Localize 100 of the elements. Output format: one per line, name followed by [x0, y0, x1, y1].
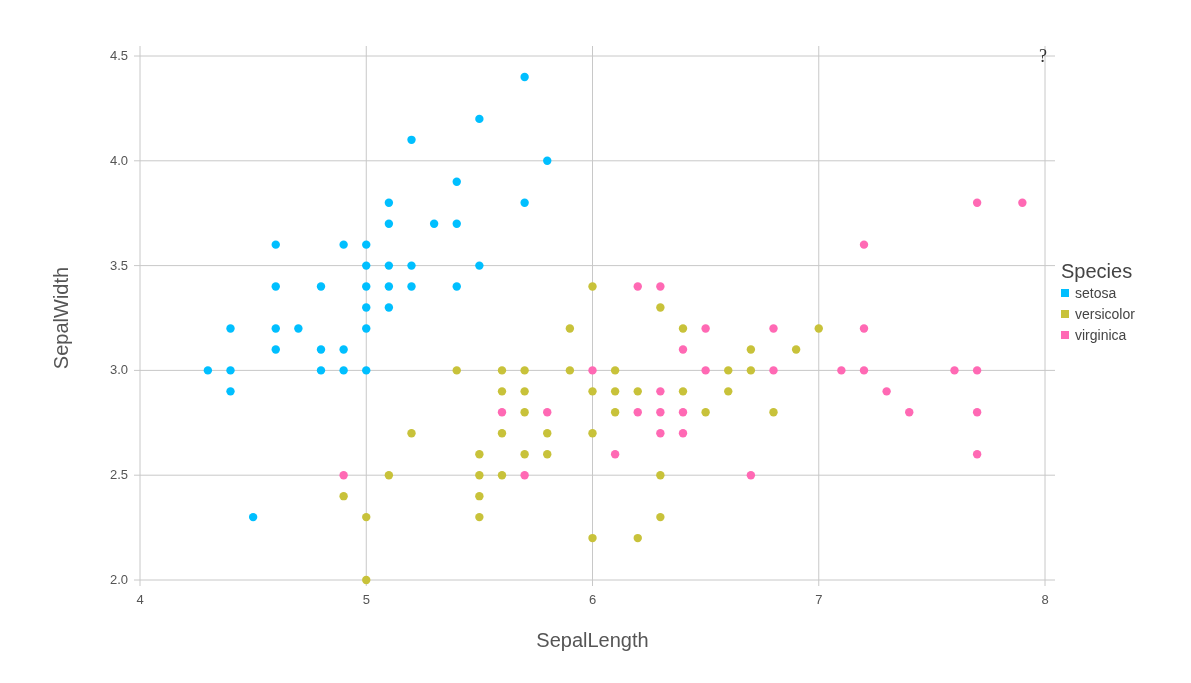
point — [724, 387, 733, 396]
point — [678, 324, 688, 333]
point — [384, 219, 394, 228]
point — [271, 282, 280, 291]
point — [678, 408, 688, 417]
point — [972, 450, 982, 459]
point — [543, 450, 552, 459]
point — [859, 324, 869, 333]
x-tick-label: 7 — [815, 592, 823, 607]
point — [588, 282, 597, 291]
point — [678, 429, 688, 438]
point — [497, 366, 507, 375]
point — [769, 324, 778, 333]
legend-label: virginica — [1075, 327, 1127, 343]
point — [769, 408, 778, 417]
point — [339, 366, 348, 375]
point — [610, 450, 620, 459]
point — [859, 366, 869, 375]
point — [294, 324, 303, 333]
point — [384, 303, 394, 312]
point — [497, 408, 507, 417]
point — [384, 261, 394, 270]
point — [588, 387, 597, 396]
point — [656, 387, 665, 396]
point — [905, 408, 914, 417]
legend-label: setosa — [1075, 285, 1117, 301]
point — [746, 345, 756, 354]
point — [588, 366, 597, 375]
point — [859, 240, 869, 249]
point — [656, 408, 665, 417]
point — [384, 282, 394, 291]
point — [543, 429, 552, 438]
point — [520, 366, 529, 375]
x-axis-title: SepalLength — [536, 629, 649, 651]
point — [588, 533, 597, 543]
point — [588, 429, 597, 438]
point — [678, 387, 688, 396]
point — [656, 429, 665, 438]
point — [633, 387, 642, 396]
point — [520, 387, 529, 396]
point — [543, 156, 552, 165]
point — [610, 366, 620, 375]
point — [497, 471, 507, 480]
point — [203, 366, 213, 375]
point — [724, 366, 733, 375]
point — [520, 72, 529, 82]
point — [248, 512, 258, 522]
y-tick-label: 2.0 — [109, 572, 128, 587]
point — [701, 408, 710, 417]
point — [701, 324, 710, 333]
point — [226, 324, 235, 333]
point — [678, 345, 688, 354]
point — [656, 303, 665, 312]
point — [429, 219, 439, 228]
point — [271, 345, 280, 354]
point — [362, 240, 371, 249]
point — [452, 366, 461, 375]
point — [1018, 198, 1027, 207]
point — [452, 282, 461, 291]
point — [610, 408, 620, 417]
point — [475, 491, 484, 501]
point — [769, 366, 778, 375]
point — [950, 366, 959, 375]
point — [475, 512, 484, 522]
point — [633, 533, 642, 543]
point — [362, 324, 371, 333]
point — [882, 387, 891, 396]
point — [339, 345, 348, 354]
point — [452, 177, 461, 186]
point — [837, 366, 846, 375]
point — [814, 324, 823, 333]
point — [520, 198, 529, 207]
point — [746, 471, 756, 480]
point — [565, 366, 575, 375]
point — [407, 429, 416, 438]
point — [226, 366, 235, 375]
point — [362, 261, 371, 270]
point — [407, 135, 416, 145]
point — [475, 450, 484, 459]
y-axis-title: SepalWidth — [50, 266, 72, 370]
point — [701, 366, 710, 375]
point — [384, 471, 394, 480]
y-tick-label: 4.0 — [109, 152, 128, 168]
point — [384, 198, 394, 207]
point — [972, 198, 982, 207]
point — [316, 366, 326, 375]
point — [316, 345, 326, 354]
x-tick-label: 8 — [1041, 592, 1049, 607]
point — [226, 387, 235, 396]
point — [475, 261, 484, 270]
y-tick-label: 2.5 — [109, 467, 128, 483]
point — [520, 471, 529, 480]
point — [362, 575, 371, 585]
y-tick-label: 3.0 — [109, 362, 128, 378]
point — [271, 324, 280, 333]
legend-label: versicolor — [1075, 306, 1136, 322]
y-tick-label: 3.5 — [109, 257, 128, 273]
point — [520, 408, 529, 417]
point — [316, 282, 326, 291]
x-tick-label: 6 — [588, 592, 597, 607]
